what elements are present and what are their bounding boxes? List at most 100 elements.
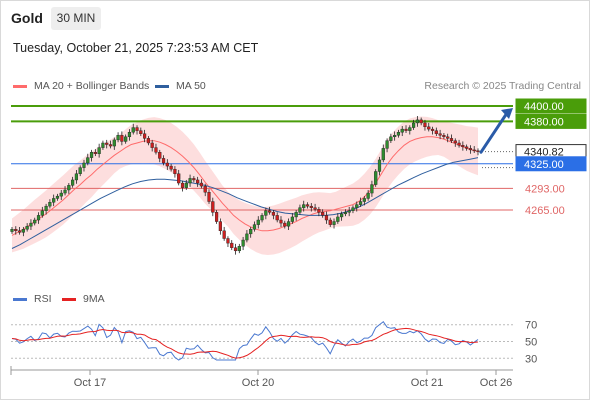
ma20-swatch [13,84,27,88]
candle-body [101,142,105,148]
candle-body [411,122,416,128]
legend-rsi: RSI [13,293,52,305]
legend-rsi-ma: 9MA [62,293,105,305]
candle-body [317,209,321,213]
candle-body [427,126,431,130]
candle-body [105,142,109,145]
candle-body [347,210,351,213]
candle-body [207,192,211,202]
candle-body [120,135,124,142]
candle-body [180,182,185,188]
candle-body [55,195,60,199]
candle-body [377,159,382,172]
candle-body [10,229,14,232]
candle-body [404,128,408,131]
candle-body [173,168,177,174]
forecast-arrow-head [501,108,513,119]
legend-ma20-label: MA 20 + Bollinger Bands [34,80,150,92]
candle-body [33,219,37,224]
candle-body [150,142,154,148]
candle-body [389,136,393,141]
candle-body [192,178,196,181]
candle-body [29,222,33,227]
candle-body [332,221,336,225]
candle-body [40,210,44,216]
candle-body [154,147,158,153]
ma50-line [11,157,479,249]
candle-body [374,171,378,185]
candle-body [343,212,347,215]
candle-body [116,135,120,141]
candle-body [124,136,128,142]
candle-body [127,131,132,138]
x-axis-label: Oct 17 [74,377,106,389]
candle-body [196,179,200,184]
candle-body [249,229,253,235]
candle-body [449,138,454,141]
candle-body [93,152,97,154]
candle-body [283,222,287,227]
ma20-line [11,136,479,236]
candle-body [336,216,340,222]
candle-body [472,149,476,152]
candle-body [366,192,370,199]
candle-body [264,210,268,216]
price-tag-4400.00 [515,98,587,114]
candle-body [381,148,385,161]
candle-body [328,219,332,225]
candle-body [214,212,219,222]
timeframe-badge[interactable]: 30 MIN [51,7,101,30]
candle-body [184,182,188,188]
candle-body [393,135,397,138]
candle-body [385,140,389,149]
candle-body [271,212,276,216]
candle-body [286,221,291,227]
candle-body [351,207,355,211]
candle-body [188,178,192,184]
candle-body [233,247,238,252]
forecast-arrow-shaft [479,111,509,154]
candle-body [86,157,90,164]
candle-body [362,198,366,202]
price-tag-label: 4325.00 [524,159,564,171]
rsi-level-label: 70 [525,320,537,332]
x-axis-label: Oct 26 [480,377,512,389]
bollinger-band [12,116,478,255]
candle-body [321,212,325,216]
candle-body [17,230,22,233]
candle-body [161,158,166,164]
candle-body [408,127,412,131]
candle-body [21,229,25,233]
candle-body [442,135,446,138]
rsi-ma-line [11,327,479,359]
candle-body [313,207,317,210]
ma50-swatch [155,84,169,88]
candle-body [237,246,241,252]
candle-body [290,216,294,222]
candle-body [340,213,344,218]
candle-body [423,122,427,128]
candle-body [158,152,162,159]
candle-body [268,210,272,213]
candle-body [112,139,116,147]
legend-ma50-label: MA 50 [176,80,206,92]
candle-body [468,148,473,151]
candle-body [252,224,257,230]
rsi-swatch [13,297,27,301]
candle-body [260,215,264,221]
candle-body [78,167,82,174]
candle-body [438,133,442,136]
candle-body [256,219,260,225]
candle-body [139,130,143,134]
candle-body [199,182,204,187]
candle-body [279,219,283,224]
candle-body [275,215,279,221]
candle-body [305,204,310,207]
candle-body [309,205,313,208]
support-label: 4265.00 [525,205,565,217]
x-axis-label: Oct 20 [242,377,274,389]
candle-body [294,212,298,218]
rsi-ma-swatch [62,297,76,301]
candle-body [396,131,401,136]
